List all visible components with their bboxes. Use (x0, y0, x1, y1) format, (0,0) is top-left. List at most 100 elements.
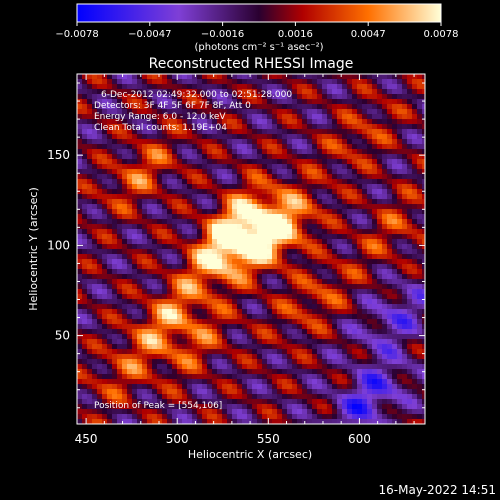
heatmap-cell (367, 309, 372, 314)
heatmap-cell (107, 209, 112, 214)
heatmap-cell (127, 334, 132, 339)
heatmap-cell (412, 144, 417, 149)
heatmap-cell (272, 189, 277, 194)
heatmap-cell (347, 219, 352, 224)
heatmap-cell (242, 129, 247, 134)
heatmap-cell (377, 374, 382, 379)
heatmap-cell (272, 99, 277, 104)
heatmap-cell (172, 154, 177, 159)
heatmap-cell (387, 324, 392, 329)
heatmap-cell (377, 404, 382, 409)
heatmap-cell (167, 229, 172, 234)
heatmap-cell (162, 79, 167, 84)
heatmap-cell (97, 174, 102, 179)
heatmap-cell (317, 364, 322, 369)
heatmap-cell (287, 224, 292, 229)
heatmap-cell (127, 384, 132, 389)
heatmap-cell (257, 99, 262, 104)
heatmap-cell (107, 239, 112, 244)
heatmap-cell (127, 219, 132, 224)
heatmap-cell (352, 309, 357, 314)
heatmap-cell (122, 84, 127, 89)
heatmap-cell (322, 394, 327, 399)
heatmap-cell (422, 264, 425, 269)
heatmap-cell (342, 124, 347, 129)
heatmap-cell (347, 284, 352, 289)
heatmap-cell (322, 354, 327, 359)
heatmap-cell (237, 89, 242, 94)
heatmap-cell (107, 169, 112, 174)
heatmap-cell (87, 284, 92, 289)
heatmap-cell (342, 299, 347, 304)
heatmap-cell (387, 79, 392, 84)
heatmap-cell (357, 224, 362, 229)
heatmap-cell (302, 264, 307, 269)
heatmap-cell (197, 299, 202, 304)
heatmap-cell (307, 224, 312, 229)
heatmap-cell (317, 139, 322, 144)
heatmap-cell (312, 89, 317, 94)
heatmap-cell (172, 84, 177, 89)
heatmap-cell (317, 89, 322, 94)
heatmap-cell (92, 184, 97, 189)
heatmap-cell (77, 309, 82, 314)
heatmap-cell (282, 224, 287, 229)
heatmap-cell (112, 334, 117, 339)
heatmap-cell (372, 384, 377, 389)
heatmap-cell (302, 309, 307, 314)
heatmap-cell (322, 294, 327, 299)
heatmap-cell (182, 309, 187, 314)
heatmap-cell (187, 114, 192, 119)
heatmap-cell (332, 304, 337, 309)
heatmap-cell (112, 284, 117, 289)
heatmap-cell (287, 414, 292, 419)
heatmap-cell (102, 309, 107, 314)
heatmap-cell (412, 359, 417, 364)
heatmap-cell (397, 254, 402, 259)
heatmap-cell (127, 304, 132, 309)
heatmap-cell (172, 119, 177, 124)
heatmap-cell (332, 239, 337, 244)
heatmap-cell (192, 394, 197, 399)
heatmap-cell (237, 289, 242, 294)
heatmap-cell (137, 369, 142, 374)
heatmap-cell (82, 399, 87, 404)
heatmap-cell (297, 239, 302, 244)
heatmap-cell (127, 154, 132, 159)
heatmap-cell (107, 349, 112, 354)
heatmap-cell (337, 369, 342, 374)
heatmap-cell (352, 324, 357, 329)
heatmap-cell (292, 384, 297, 389)
heatmap-cell (192, 174, 197, 179)
heatmap-cell (307, 234, 312, 239)
heatmap-cell (137, 209, 142, 214)
heatmap-cell (162, 149, 167, 154)
heatmap-cell (417, 189, 422, 194)
heatmap-cell (182, 209, 187, 214)
heatmap-cell (322, 374, 327, 379)
heatmap-cell (182, 74, 187, 79)
heatmap-cell (107, 394, 112, 399)
heatmap-cell (152, 104, 157, 109)
heatmap-cell (207, 239, 212, 244)
heatmap-cell (162, 174, 167, 179)
heatmap-cell (227, 334, 232, 339)
heatmap-cell (397, 364, 402, 369)
heatmap-cell (82, 369, 87, 374)
heatmap-cell (152, 304, 157, 309)
heatmap-cell (132, 409, 137, 414)
heatmap-cell (92, 119, 97, 124)
heatmap-cell (377, 369, 382, 374)
heatmap-cell (272, 154, 277, 159)
heatmap-cell (122, 299, 127, 304)
heatmap-cell (227, 209, 232, 214)
heatmap-cell (402, 369, 407, 374)
heatmap-cell (142, 399, 147, 404)
heatmap-cell (302, 384, 307, 389)
heatmap-cell (287, 209, 292, 214)
heatmap-cell (417, 79, 422, 84)
heatmap-cell (362, 204, 367, 209)
heatmap-cell (137, 99, 142, 104)
heatmap-cell (77, 379, 82, 384)
heatmap-cell (387, 314, 392, 319)
